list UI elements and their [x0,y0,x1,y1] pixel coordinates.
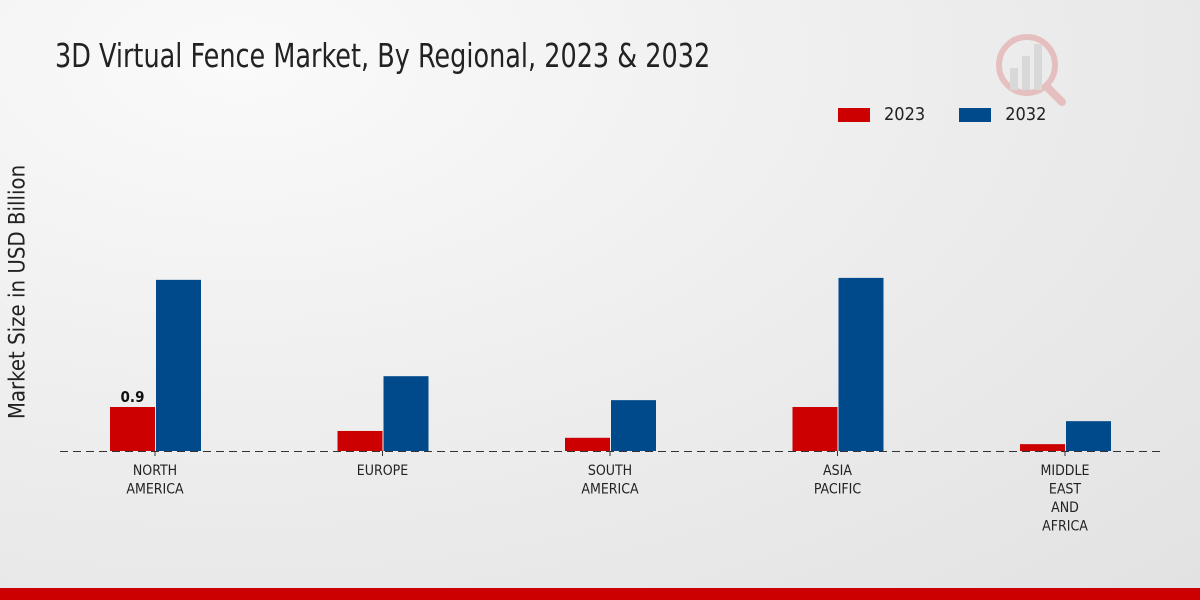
legend-item-2023: 2023 [838,104,925,125]
bar-2023-4 [1020,444,1065,451]
x-tick-label: MIDDLE EAST AND AFRICA [1041,463,1090,535]
bar-2023-0 [110,406,155,451]
x-tick-label: SOUTH AMERICA [581,463,639,498]
legend-swatch-2032 [959,107,992,122]
bar-2023-1 [337,430,383,451]
bar-2032-1 [383,376,429,451]
bar-2032-0 [156,279,201,451]
bar-2032-4 [1066,421,1111,451]
footer-bar [0,588,1200,600]
legend-label-2032: 2032 [1005,104,1047,125]
legend-swatch-2023 [838,107,870,122]
legend-item-2032: 2032 [959,104,1046,125]
watermark-logo [996,34,1066,106]
legend: 2023 2032 [838,104,1046,125]
legend-label-2023: 2023 [884,104,926,125]
bar-2023-3 [792,406,838,451]
x-tick-label: EUROPE [357,463,408,479]
chart-title: 3D Virtual Fence Market, By Regional, 20… [55,36,711,75]
x-tick-label: NORTH AMERICA [126,463,184,498]
bar-2023-2 [565,437,610,451]
bar-2032-3 [838,277,884,451]
data-label: 0.9 [121,388,145,406]
bar-2032-2 [611,400,656,451]
x-tick-label: ASIA PACIFIC [814,463,862,498]
